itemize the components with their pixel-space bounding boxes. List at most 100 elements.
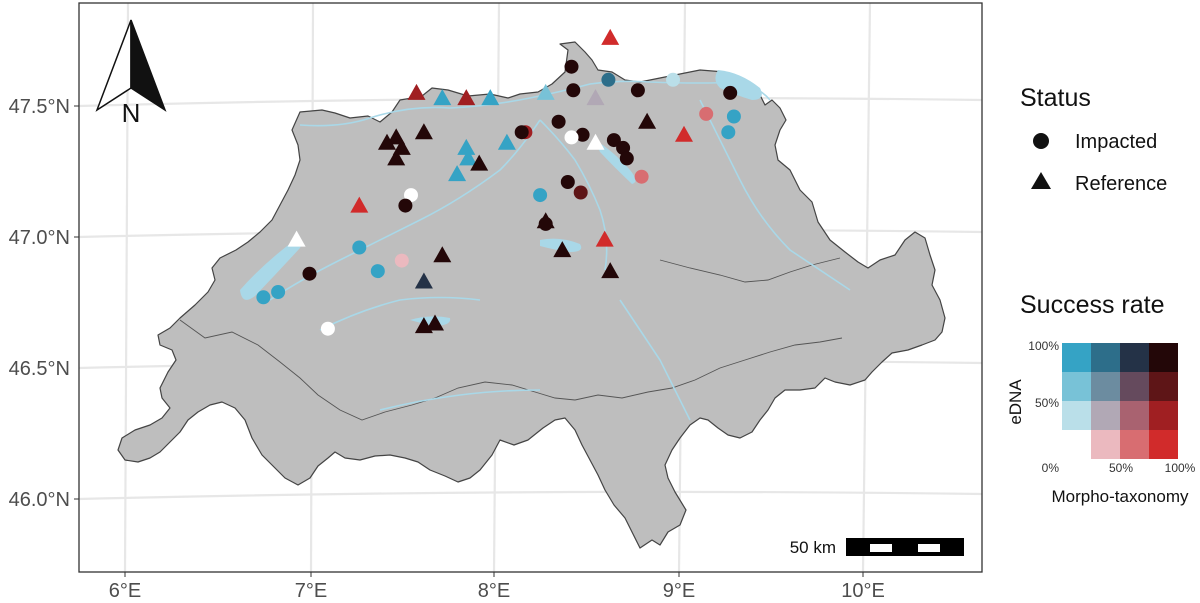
success-rate-matrix xyxy=(1062,343,1178,459)
impacted-site-marker xyxy=(575,127,590,142)
x-tick-label: 9°E xyxy=(663,580,695,602)
lake-zurich xyxy=(595,140,636,184)
rivers xyxy=(269,80,851,421)
impacted-site-marker xyxy=(619,151,634,166)
north-arrow-right-icon xyxy=(130,19,167,112)
impacted-site-marker xyxy=(699,106,714,121)
map-panel: N 50 km xyxy=(78,2,983,573)
impacted-site-marker xyxy=(370,264,385,279)
impacted-site-marker xyxy=(398,198,413,213)
border-ticino-graubunden xyxy=(574,337,843,401)
success-rate-cell xyxy=(1149,372,1178,401)
scale-bar: 50 km xyxy=(790,538,964,557)
reference-site-marker xyxy=(601,28,620,45)
x-tick-label: 8°E xyxy=(478,580,510,602)
y-tick-label: 47.5°N xyxy=(9,96,70,118)
success-rate-cell xyxy=(1091,430,1120,459)
x-axis-labels: 6°E 7°E 8°E 9°E 10°E xyxy=(109,580,885,602)
success-rate-cell xyxy=(1149,401,1178,430)
success-rate-cell xyxy=(1062,372,1091,401)
impacted-site-marker xyxy=(726,109,741,124)
y-tick-label: 46.5°N xyxy=(9,358,70,380)
impacted-site-marker xyxy=(666,72,680,87)
scale-bar-frame xyxy=(846,538,964,556)
scale-label: 50 km xyxy=(790,538,836,557)
status-legend-title: Status xyxy=(1020,84,1091,112)
reference-site-marker xyxy=(470,154,489,171)
impacted-site-marker xyxy=(533,188,548,203)
impacted-site-marker xyxy=(538,216,553,231)
lake-thun xyxy=(410,316,451,326)
y-tick-label: 46.0°N xyxy=(9,489,70,511)
impacted-site-marker xyxy=(573,185,588,200)
impacted-site-marker xyxy=(560,175,575,189)
lake-neuchatel xyxy=(240,239,302,300)
river-rhone xyxy=(379,389,541,411)
reference-site-marker xyxy=(675,125,693,142)
impacted-site-marker xyxy=(404,188,418,203)
success-legend-title: Success rate xyxy=(1020,291,1165,319)
success-rate-cell xyxy=(1062,401,1091,430)
y-tick-label: 47.0°N xyxy=(9,227,70,249)
reference-site-marker xyxy=(350,196,369,213)
impacted-site-marker xyxy=(606,133,621,148)
success-rate-cell xyxy=(1091,372,1120,401)
reference-site-marker xyxy=(387,128,406,145)
reference-triangle-icon xyxy=(1031,172,1051,189)
impacted-site-marker xyxy=(616,140,631,155)
success-rate-cell xyxy=(1120,430,1149,459)
reference-site-marker xyxy=(601,262,620,279)
morpho-tick-label: 50% xyxy=(1109,461,1133,475)
scale-bar-segment-1 xyxy=(870,544,892,552)
lake-constance xyxy=(715,70,762,100)
river-aare xyxy=(269,119,541,301)
impacted-site-marker xyxy=(271,285,286,299)
success-rate-cell xyxy=(1149,343,1178,372)
impacted-site-marker xyxy=(723,85,738,100)
success-rate-legend: Success rate 100% 50% 0% 50% 100% eDNA M… xyxy=(1006,291,1196,506)
morpho-tick-label: 100% xyxy=(1165,461,1196,475)
edna-tick-label: 0% xyxy=(1042,461,1060,475)
reference-site-marker xyxy=(407,83,426,100)
reference-site-marker xyxy=(497,133,516,150)
impacted-site-marker xyxy=(256,290,271,305)
river-saane xyxy=(319,296,481,331)
river-south xyxy=(619,299,691,421)
reference-site-marker xyxy=(457,138,476,155)
impacted-site-marker xyxy=(394,253,409,268)
x-tick-label: 7°E xyxy=(295,580,327,602)
impacted-site-marker xyxy=(564,130,579,145)
impacted-site-marker xyxy=(634,169,649,184)
border-valais xyxy=(179,319,576,421)
status-legend-label: Reference xyxy=(1075,173,1167,195)
success-rate-cell xyxy=(1120,372,1149,401)
scale-bar-segment-2 xyxy=(918,544,940,552)
river-east xyxy=(699,99,851,291)
site-markers xyxy=(256,28,741,336)
success-rate-cell xyxy=(1091,401,1120,430)
reference-site-marker xyxy=(553,241,572,258)
impacted-site-marker xyxy=(601,72,616,87)
reference-site-marker xyxy=(638,112,657,129)
morpho-axis-label: Morpho-taxonomy xyxy=(1051,487,1189,506)
success-rate-cell xyxy=(1091,343,1120,372)
success-rate-cell xyxy=(1149,430,1178,459)
success-rate-cell xyxy=(1120,343,1149,372)
panel-border xyxy=(78,2,983,573)
impacted-site-marker xyxy=(551,114,566,129)
reference-site-marker xyxy=(387,149,406,166)
success-rate-cell xyxy=(1062,343,1091,372)
reference-site-marker xyxy=(433,89,452,106)
impacted-site-marker xyxy=(514,125,529,140)
x-tick-label: 10°E xyxy=(841,580,885,602)
reference-site-marker xyxy=(433,246,452,263)
graticule-lon-6 xyxy=(123,2,130,573)
reference-site-marker xyxy=(392,138,411,155)
impacted-site-marker xyxy=(721,125,736,140)
reference-site-marker xyxy=(378,133,396,150)
reference-site-marker xyxy=(536,83,555,100)
reference-site-marker xyxy=(414,123,433,140)
reference-site-marker xyxy=(586,89,605,106)
status-legend-label: Impacted xyxy=(1075,131,1157,153)
impacted-site-marker xyxy=(320,321,335,336)
